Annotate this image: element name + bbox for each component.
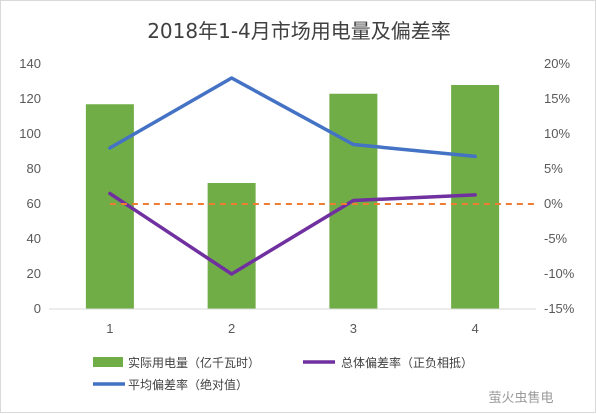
left-axis-tick-label: 80 xyxy=(27,161,41,176)
left-axis-tick-label: 140 xyxy=(19,56,41,71)
legend-label-average-deviation: 平均偏差率（绝对值） xyxy=(128,377,248,392)
right-axis-tick-label: 15% xyxy=(544,91,570,106)
right-axis-tick-label: 10% xyxy=(544,126,570,141)
legend-swatch-bar xyxy=(93,357,123,367)
left-axis-tick-label: 0 xyxy=(34,301,41,316)
right-axis-tick-label: -5% xyxy=(544,231,568,246)
left-axis-tick-label: 100 xyxy=(19,126,41,141)
x-axis-tick-label: 3 xyxy=(350,321,357,336)
watermark-text: 萤火虫售电 xyxy=(488,390,553,406)
left-axis-tick-label: 120 xyxy=(19,91,41,106)
x-axis-tick-label: 1 xyxy=(106,321,113,336)
left-axis-tick-label: 20 xyxy=(27,266,41,281)
legend-label-overall-deviation: 总体偏差率（正负相抵） xyxy=(341,355,473,370)
chart-title: 2018年1-4月市场用电量及偏差率 xyxy=(147,19,451,43)
x-axis-tick-label: 4 xyxy=(472,321,479,336)
right-axis-tick-label: 20% xyxy=(544,56,570,71)
bar-actual-consumption xyxy=(207,183,256,309)
line-average-deviation xyxy=(108,76,477,159)
right-axis-tick-label: -15% xyxy=(544,301,575,316)
right-axis-tick-label: -10% xyxy=(544,266,575,281)
right-axis-tick-label: 0% xyxy=(544,196,563,211)
left-axis-tick-label: 40 xyxy=(27,231,41,246)
legend-label-actual-consumption: 实际用电量（亿千瓦时） xyxy=(128,355,260,370)
line-overall-deviation xyxy=(108,191,477,276)
x-axis-tick-label: 2 xyxy=(228,321,235,336)
left-axis-tick-label: 60 xyxy=(27,196,41,211)
right-axis-tick-label: 5% xyxy=(544,161,563,176)
